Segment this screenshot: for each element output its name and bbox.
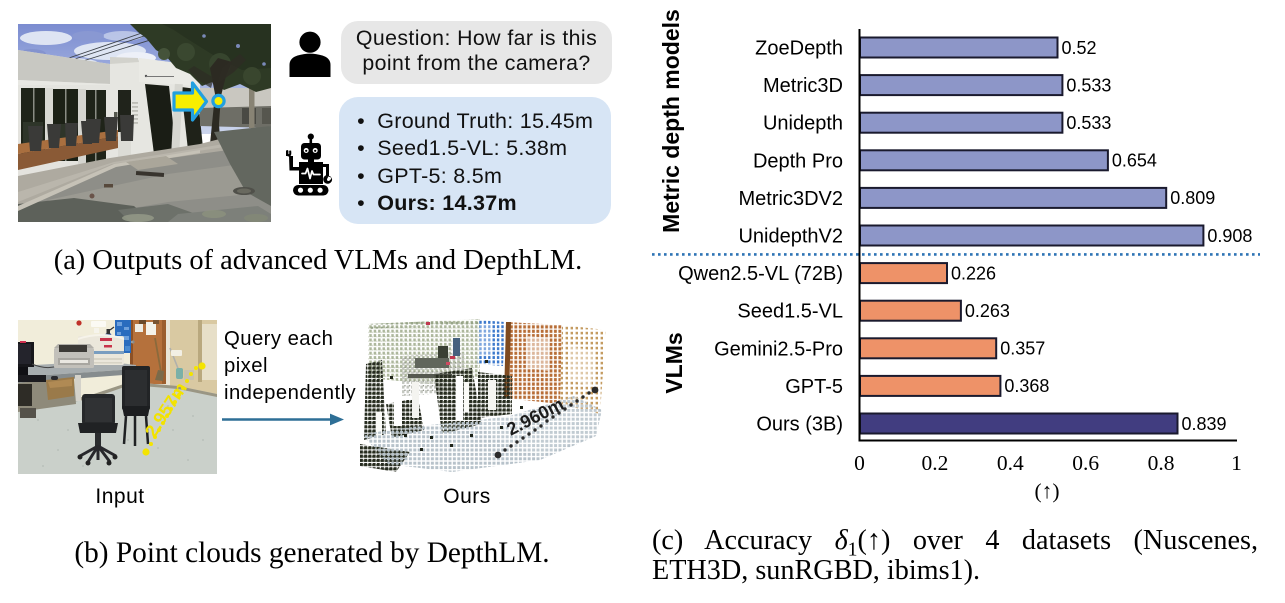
svg-text:Unidepth: Unidepth — [763, 113, 843, 135]
svg-text:0.8: 0.8 — [1148, 451, 1175, 475]
svg-text:0.6: 0.6 — [1072, 451, 1099, 475]
svg-text:0.263: 0.263 — [965, 301, 1010, 321]
svg-text:Qwen2.5-VL (72B): Qwen2.5-VL (72B) — [678, 263, 843, 285]
svg-text:0.533: 0.533 — [1066, 75, 1111, 95]
svg-text:VLMs: VLMs — [661, 332, 687, 393]
svg-text:Metric depth models: Metric depth models — [658, 9, 684, 233]
svg-text:Metric3D: Metric3D — [763, 75, 843, 97]
svg-text:0.839: 0.839 — [1182, 414, 1227, 434]
svg-text:UnidepthV2: UnidepthV2 — [738, 226, 843, 248]
svg-text:0.357: 0.357 — [1000, 339, 1045, 359]
svg-text:0.4: 0.4 — [997, 451, 1024, 475]
svg-text:1: 1 — [1231, 451, 1242, 475]
svg-text:0.2: 0.2 — [921, 451, 948, 475]
svg-text:0.368: 0.368 — [1004, 376, 1049, 396]
svg-text:0.52: 0.52 — [1062, 38, 1097, 58]
svg-text:ZoeDepth: ZoeDepth — [755, 38, 843, 60]
svg-text:Ours (3B): Ours (3B) — [756, 414, 843, 436]
svg-text:0.533: 0.533 — [1066, 113, 1111, 133]
svg-text:Depth Pro: Depth Pro — [753, 150, 843, 172]
svg-text:0.226: 0.226 — [951, 263, 996, 283]
svg-text:0.654: 0.654 — [1112, 151, 1157, 171]
svg-text:(↑): (↑) — [1034, 479, 1059, 503]
svg-text:Gemini2.5-Pro: Gemini2.5-Pro — [714, 338, 843, 360]
svg-text:0.809: 0.809 — [1170, 188, 1215, 208]
svg-text:Seed1.5-VL: Seed1.5-VL — [737, 301, 843, 323]
svg-text:Metric3DV2: Metric3DV2 — [739, 188, 843, 210]
svg-text:0.908: 0.908 — [1207, 226, 1252, 246]
svg-text:0: 0 — [854, 451, 865, 475]
svg-text:GPT-5: GPT-5 — [785, 376, 843, 398]
